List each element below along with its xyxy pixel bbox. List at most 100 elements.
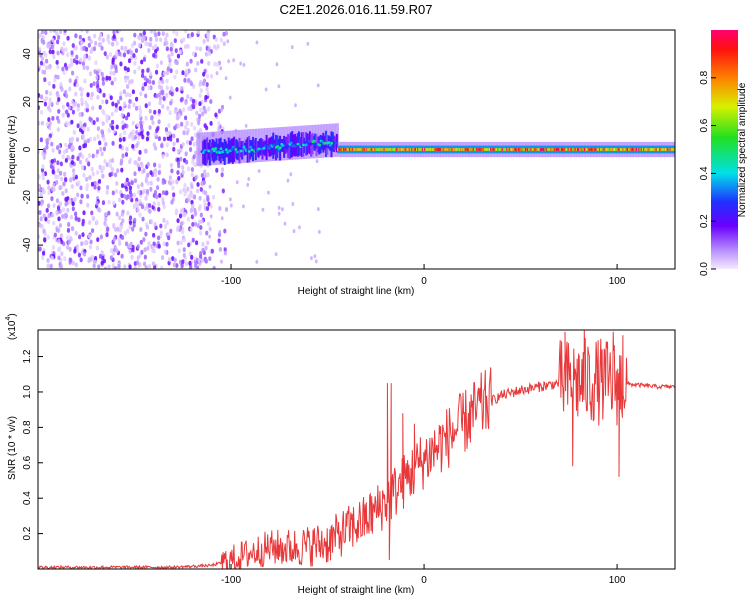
spectrogram-noise-cell — [128, 159, 132, 165]
spectrogram-line-cell — [400, 148, 403, 151]
spectrogram-noise-cell — [175, 208, 179, 214]
spectrogram-band-cell — [314, 145, 318, 149]
y-tick-label: 0 — [22, 146, 33, 152]
spectrogram-noise-cell — [205, 230, 209, 236]
spectrogram-noise-cell — [48, 125, 52, 131]
spectrogram-noise-cell — [41, 35, 45, 40]
spectrogram-noise-cell — [130, 180, 134, 186]
spectrogram-noise-cell — [116, 99, 121, 105]
spectrogram-noise-cell — [94, 40, 98, 46]
colorbar-tick-label: 0.0 — [699, 262, 710, 276]
spectrogram-band-cell — [323, 141, 327, 145]
spectrogram-line-cell — [616, 148, 619, 151]
spectrogram-noise-cell — [41, 164, 45, 169]
spectrogram-noise-cell — [182, 37, 186, 43]
spectrogram-band-cell — [330, 141, 334, 145]
spectrogram-noise-cell — [217, 121, 221, 127]
spectrogram-noise-cell — [160, 265, 164, 269]
spectrogram-noise-cell — [74, 91, 78, 97]
spectrogram-noise-cell — [123, 130, 127, 136]
spectrogram-noise-cell — [44, 65, 49, 71]
spectrogram-noise-cell — [198, 219, 202, 225]
spectrogram-noise-cell — [48, 107, 52, 113]
spectrogram-noise-cell — [104, 216, 108, 222]
spectrogram-noise-cell — [51, 169, 55, 175]
spectrogram-band-cell — [272, 143, 276, 147]
spectrogram-noise-cell — [46, 258, 50, 263]
spectrogram-noise-cell — [242, 204, 245, 209]
spectrogram-line-cell — [478, 148, 481, 151]
spectrogram-noise-cell — [64, 196, 68, 202]
spectrogram-line-cell — [450, 148, 453, 151]
spectrogram-line-cell — [528, 148, 531, 151]
spectrogram-line-cell — [414, 148, 417, 151]
spectrogram-noise-cell — [172, 262, 177, 268]
spectrogram-noise-cell — [181, 142, 185, 147]
spectrogram-noise-cell — [165, 32, 169, 38]
spectrogram-noise-cell — [52, 220, 56, 226]
spectrogram-noise-cell — [118, 133, 123, 138]
spectrogram-noise-cell — [120, 235, 125, 240]
spectrogram-noise-cell — [190, 214, 195, 220]
spectrogram-noise-cell — [217, 126, 221, 132]
spectrogram-line-cell — [552, 148, 555, 151]
snr-frame — [37, 329, 676, 570]
spectrogram-noise-cell — [74, 215, 78, 221]
spectrogram-noise-cell — [41, 69, 45, 75]
spectrogram-line-cell — [612, 148, 615, 151]
spectrogram-noise-cell — [80, 30, 84, 33]
spectrogram-noise-cell — [149, 219, 153, 225]
spectrogram-noise-cell — [76, 123, 80, 129]
spectrogram-noise-cell — [68, 246, 72, 252]
spectrogram-noise-cell — [47, 81, 51, 87]
spectrogram-noise-cell — [97, 42, 102, 48]
spectrogram-noise-cell — [165, 220, 169, 226]
spectrogram-line-cell — [424, 148, 427, 151]
spectrogram-line-cell — [531, 148, 534, 151]
svg-text:(x104): (x104) — [5, 313, 18, 340]
snr-panel: -100 0 100 0.2 0.4 0.6 0.8 1.0 1.2 Height of st… — [5, 313, 676, 596]
spectrogram-noise-cell — [95, 117, 100, 122]
spectrogram-noise-cell — [185, 130, 189, 136]
spectrogram-noise-cell — [169, 228, 173, 234]
spectrogram-line-cell — [475, 148, 478, 151]
spectrogram-x-ticks: -100 0 100 — [221, 264, 626, 287]
spectrogram-line-cell — [454, 148, 457, 151]
spectrogram-noise-cell — [90, 166, 94, 172]
spectrogram-noise-cell — [78, 112, 82, 117]
spectrogram-noise-cell — [140, 73, 145, 79]
spectrogram-noise-cell — [152, 193, 156, 198]
spectrogram-noise-cell — [172, 141, 176, 147]
spectrogram-noise-cell — [44, 30, 48, 36]
spectrogram-noise-cell — [108, 75, 112, 81]
spectrogram-line-cell — [666, 148, 669, 151]
spectrogram-noise-cell — [146, 172, 150, 178]
spectrogram-noise-cell — [171, 197, 175, 202]
spectrogram-noise-cell — [167, 123, 171, 128]
spectrogram-line-cell — [623, 148, 626, 151]
spectrogram-noise-cell — [117, 263, 121, 269]
spectrogram-line-cell — [601, 148, 604, 151]
spectrogram-line-cell — [398, 148, 401, 151]
spectrogram-noise-cell — [179, 240, 183, 246]
spectrogram-noise-cell — [152, 52, 156, 58]
spectrogram-line-cell — [413, 148, 416, 151]
spectrogram-line-cell — [390, 148, 393, 151]
spectrogram-noise-cell — [201, 241, 205, 247]
spectrogram-noise-cell — [115, 40, 119, 46]
spectrogram-noise-cell — [122, 89, 126, 95]
spectrogram-noise-cell — [57, 118, 61, 124]
spectrogram-noise-cell — [56, 160, 60, 166]
spectrogram-noise-cell — [121, 218, 125, 224]
spectrogram-noise-cell — [187, 194, 191, 200]
spectrogram-noise-cell — [206, 91, 210, 96]
spectrogram-line-cell — [470, 148, 473, 151]
spectrogram-noise-cell — [72, 172, 76, 178]
spectrogram-band-cell — [256, 141, 259, 157]
spectrogram-noise-cell — [182, 107, 186, 113]
spectrogram-noise-cell — [96, 237, 100, 242]
spectrogram-noise-cell — [180, 263, 184, 269]
spectrogram-noise-cell — [81, 154, 85, 160]
spectrogram-noise-cell — [169, 46, 173, 52]
spectrogram-noise-cell — [139, 91, 143, 97]
